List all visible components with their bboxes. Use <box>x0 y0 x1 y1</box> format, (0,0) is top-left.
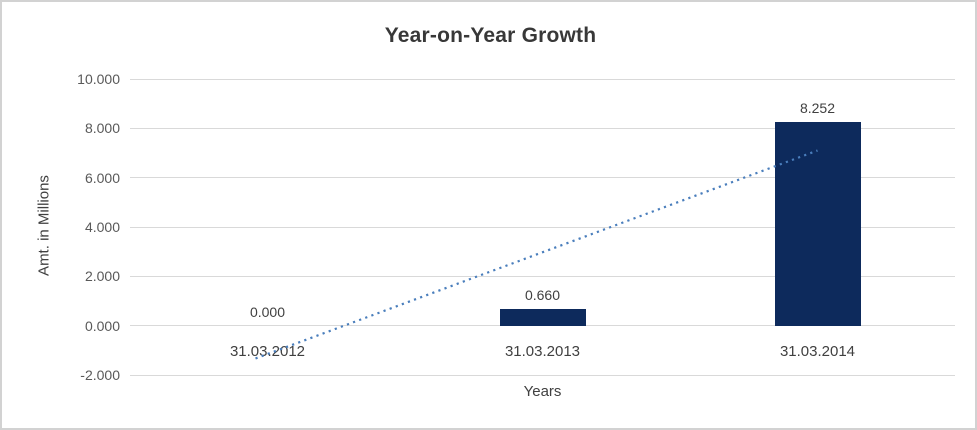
x-category-label: 31.03.2014 <box>779 343 856 360</box>
y-tick-label: 4.000 <box>84 219 120 235</box>
chart-title: Year-on-Year Growth <box>384 24 597 47</box>
gridline <box>130 78 955 80</box>
x-category-label: 31.03.2013 <box>504 343 581 360</box>
x-axis-title: Years <box>523 383 562 400</box>
bar-31.03.2014 <box>774 122 861 326</box>
y-tick-label: 8.000 <box>84 120 120 137</box>
y-tick-label: 2.000 <box>84 268 120 285</box>
y-tick-label: 10.000 <box>77 71 120 87</box>
bar-31.03.2013 <box>499 309 586 326</box>
y-tick-label: -2.000 <box>80 367 120 383</box>
data-label: 8.252 <box>799 100 836 117</box>
y-tick-label: 0.000 <box>84 317 120 334</box>
gridline <box>130 127 955 129</box>
data-label: 0.000 <box>249 303 286 320</box>
gridline <box>130 374 955 376</box>
x-category-label: 31.03.2012 <box>229 343 306 360</box>
plot-area: 10.000 8.000 6.000 4.000 2.000 0.000 -2.000 0.0… <box>77 71 955 383</box>
data-label: 0.660 <box>524 287 561 304</box>
y-tick-label: 6.000 <box>84 169 120 186</box>
